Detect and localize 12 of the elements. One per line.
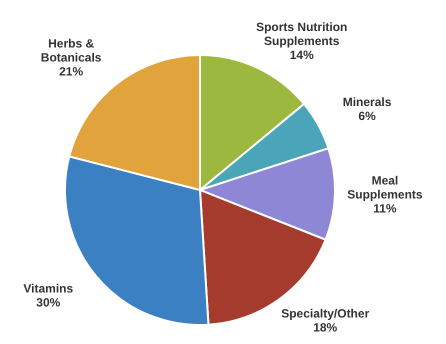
data-label: 21% (59, 64, 84, 78)
data-label: 18% (313, 320, 338, 334)
slice-label: Minerals (342, 95, 392, 110)
data-label: 11% (373, 202, 397, 216)
data-label: 14% (290, 48, 314, 62)
slice-label: Specialty/Other (281, 306, 370, 320)
slice-label: Sports Nutrition Supplements (256, 20, 348, 48)
data-label: 6% (358, 109, 376, 124)
slice-label: Herbs & Botanicals (40, 36, 102, 64)
data-label: 30% (36, 295, 61, 310)
slice-label: Meal Supplements (347, 174, 423, 202)
slice-label: Vitamins (23, 281, 74, 296)
